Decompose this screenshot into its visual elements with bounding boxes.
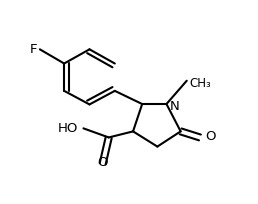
- Text: HO: HO: [58, 122, 78, 135]
- Text: N: N: [170, 100, 179, 113]
- Text: O: O: [97, 156, 108, 169]
- Text: F: F: [30, 43, 37, 56]
- Text: O: O: [205, 130, 215, 143]
- Text: CH₃: CH₃: [190, 77, 212, 90]
